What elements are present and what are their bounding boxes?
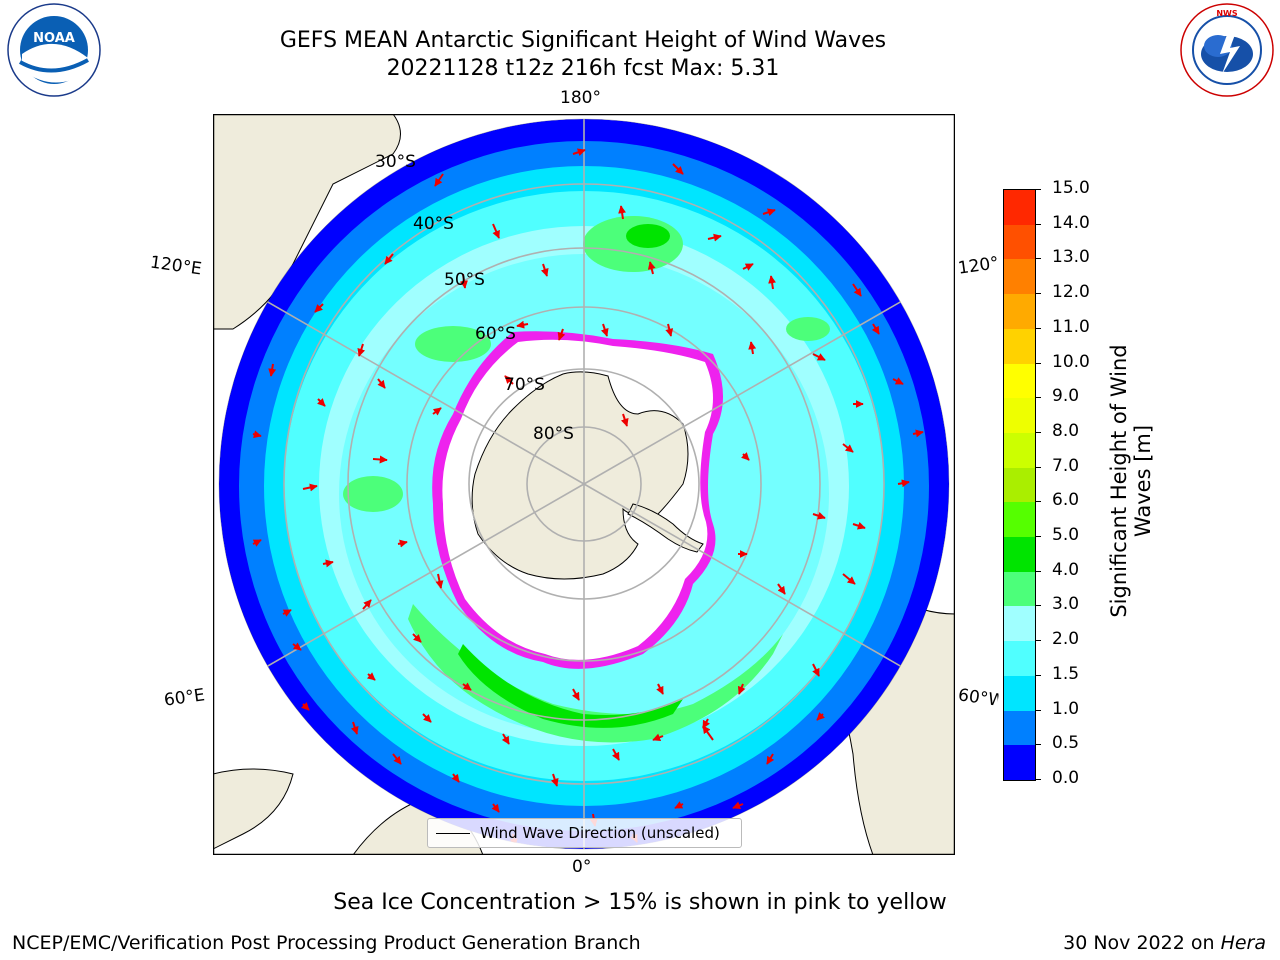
colorbar-segment (1004, 398, 1035, 433)
africa-land (213, 768, 294, 850)
colorbar-tick-mark (1035, 431, 1041, 433)
colorbar-tick-label: 9.0 (1052, 386, 1080, 407)
polar-map (213, 114, 955, 855)
lon-label-60e: 60°E (162, 685, 207, 711)
colorbar-segment (1004, 571, 1035, 607)
legend-line-icon (436, 832, 470, 834)
colorbar-tick-mark (1035, 327, 1041, 329)
chart-title: GEFS MEAN Antarctic Significant Height o… (279, 28, 887, 53)
lon-label-120e: 120°E (148, 252, 203, 280)
colorbar-tick-label: 10.0 (1052, 351, 1090, 372)
colorbar (1003, 189, 1036, 781)
colorbar-tick-label: 0.5 (1052, 733, 1080, 754)
colorbar-tick-label: 1.5 (1052, 663, 1080, 684)
colorbar-segment (1004, 537, 1035, 572)
colorbar-segment (1004, 190, 1035, 225)
colorbar-tick-mark (1035, 397, 1041, 399)
graticule (219, 119, 949, 849)
sea-ice-note: Sea Ice Concentration > 15% is shown in … (333, 890, 947, 915)
colorbar-tick-label: 3.0 (1052, 594, 1080, 615)
colorbar-tick-label: 0.0 (1052, 768, 1080, 788)
colorbar-tick-mark (1035, 536, 1041, 538)
colorbar-tick-label: 11.0 (1052, 316, 1090, 337)
colorbar-tick-label: 4.0 (1052, 559, 1080, 580)
colorbar-tick-mark (1035, 362, 1041, 364)
footer-left: NCEP/EMC/Verification Post Processing Pr… (12, 932, 641, 954)
colorbar-tick-mark (1035, 293, 1041, 295)
colorbar-tick-label: 15.0 (1052, 178, 1090, 198)
colorbar-tick-mark (1035, 223, 1041, 225)
colorbar-tick-mark (1035, 744, 1041, 746)
colorbar-tick-mark (1035, 466, 1041, 468)
map-legend: Wind Wave Direction (unscaled) (427, 818, 742, 848)
antarctica-land (471, 371, 689, 580)
colorbar-tick-label: 6.0 (1052, 490, 1080, 511)
colorbar-segment (1004, 467, 1035, 503)
legend-label: Wind Wave Direction (unscaled) (480, 824, 720, 842)
colorbar-segment (1004, 502, 1035, 538)
colorbar-segment (1004, 294, 1035, 329)
lon-label-120w: 120°W (956, 253, 1000, 279)
colorbar-segment (1004, 259, 1035, 295)
colorbar-tick-label: 1.0 (1052, 698, 1080, 719)
lat-label-40s: 40°S (413, 214, 454, 234)
footer-machine: Hera (1220, 932, 1266, 954)
lat-label-50s: 50°S (444, 270, 485, 290)
colorbar-segment (1004, 432, 1035, 468)
colorbar-tick-label: 8.0 (1052, 420, 1080, 441)
colorbar-segment (1004, 328, 1035, 364)
lon-label-60w: 60°W (956, 685, 1000, 711)
colorbar-tick-label: 12.0 (1052, 282, 1090, 303)
colorbar-segment (1004, 606, 1035, 642)
colorbar-tick-mark (1035, 674, 1041, 676)
lat-label-60s: 60°S (475, 324, 516, 344)
lat-label-30s: 30°S (375, 152, 416, 172)
colorbar-tick-label: 13.0 (1052, 247, 1090, 268)
colorbar-tick-mark (1035, 501, 1041, 503)
colorbar-tick-label: 14.0 (1052, 212, 1090, 233)
footer-right: 30 Nov 2022 on Hera (1063, 932, 1266, 954)
colorbar-tick-label: 5.0 (1052, 525, 1080, 546)
colorbar-segment (1004, 745, 1035, 780)
colorbar-segment (1004, 675, 1035, 711)
colorbar-tick-mark (1035, 779, 1041, 780)
lon-label-180: 180° (560, 88, 601, 108)
colorbar-tick-mark (1035, 258, 1041, 260)
colorbar-tick-mark (1035, 189, 1041, 190)
colorbar-tick-label: 2.0 (1052, 629, 1080, 650)
colorbar-label-text: Significant Height of Wind Waves [m] (1107, 344, 1155, 618)
colorbar-tick-mark (1035, 640, 1041, 642)
colorbar-tick-mark (1035, 709, 1041, 711)
footer-date: 30 Nov 2022 on (1063, 932, 1221, 954)
colorbar-tick-mark (1035, 605, 1041, 607)
colorbar-segment (1004, 363, 1035, 399)
colorbar-segment (1004, 710, 1035, 746)
svg-text:NWS: NWS (1216, 9, 1238, 18)
colorbar-segment (1004, 224, 1035, 260)
lat-label-80s: 80°S (533, 424, 574, 444)
nws-logo: NWS (1180, 3, 1274, 97)
lon-label-0: 0° (572, 857, 592, 877)
noaa-logo-text: NOAA (33, 31, 75, 46)
lat-label-70s: 70°S (504, 375, 545, 395)
australia-land (213, 114, 401, 330)
colorbar-tick-mark (1035, 570, 1041, 572)
noaa-logo: NOAA (7, 3, 101, 97)
colorbar-segment (1004, 641, 1035, 676)
chart-subtitle: 20221128 t12z 216h fcst Max: 5.31 (386, 56, 780, 81)
colorbar-tick-label: 7.0 (1052, 455, 1080, 476)
